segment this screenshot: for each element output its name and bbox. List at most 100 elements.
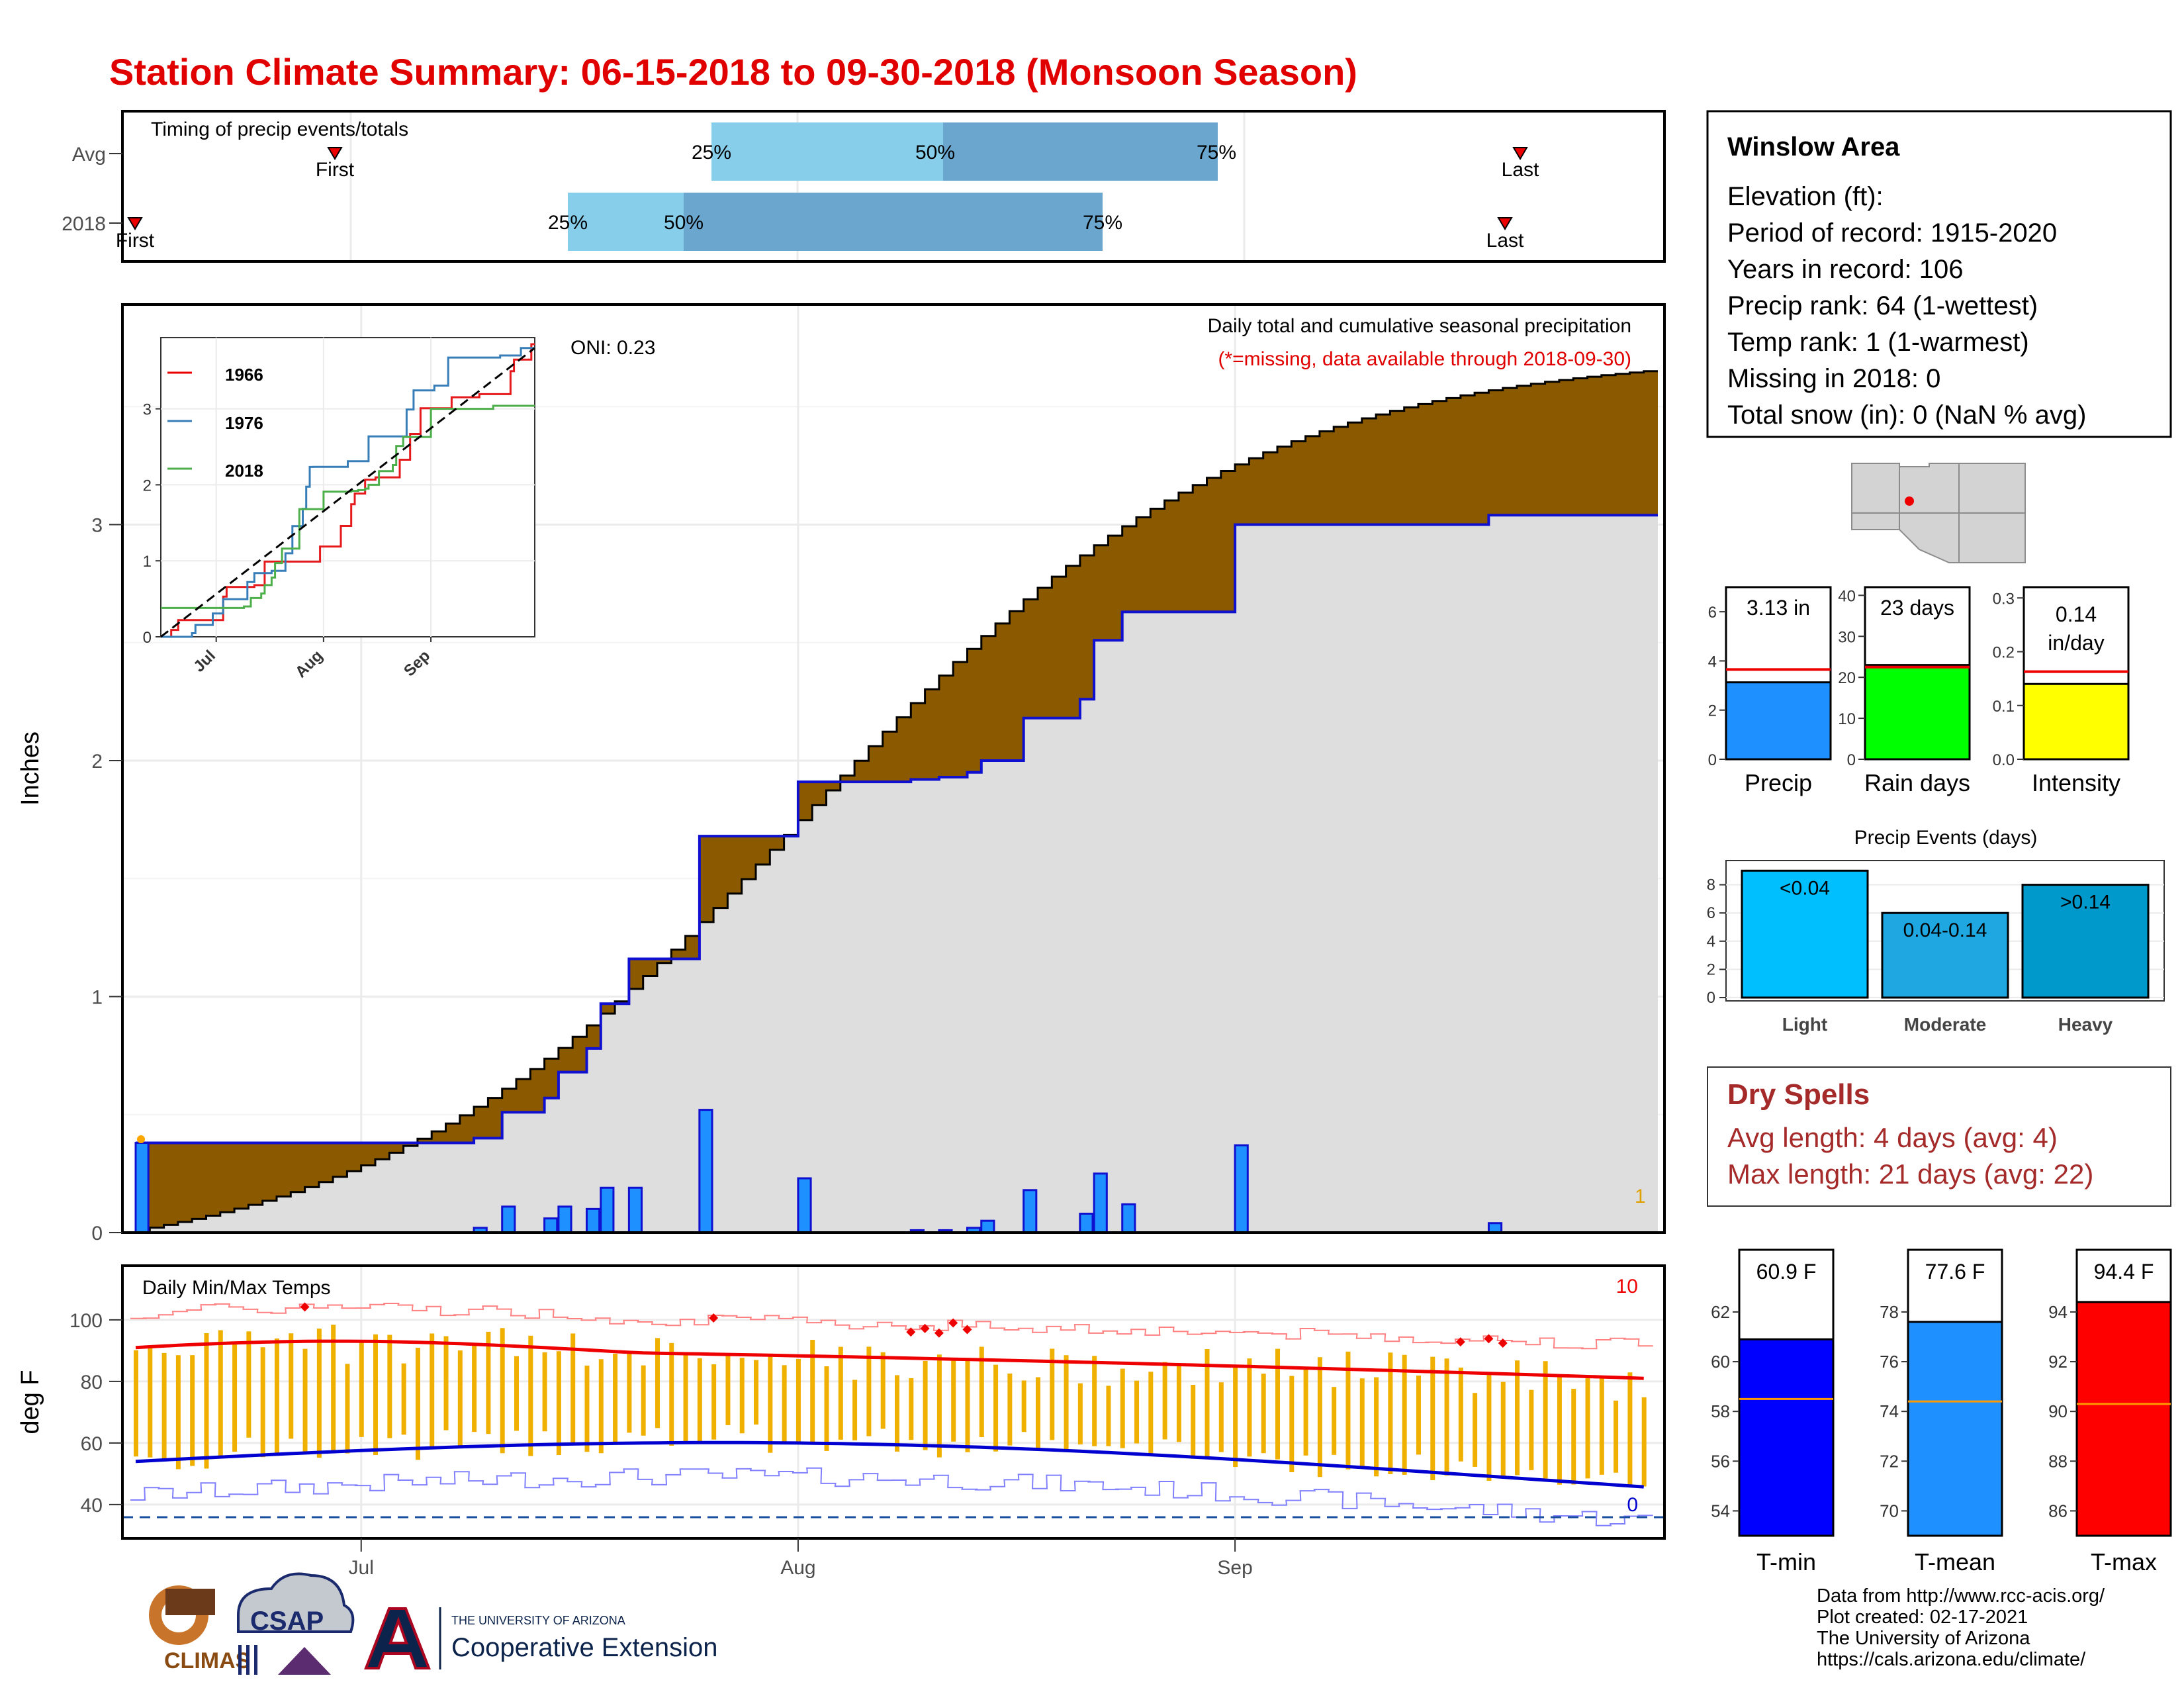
y2018-q1-bar — [568, 193, 684, 251]
daily-temp-bar — [1191, 1384, 1196, 1459]
daily-temp-bar — [936, 1354, 942, 1458]
avg-p25-label: 25% — [692, 142, 731, 164]
inset-ytick-label: 3 — [143, 401, 152, 419]
y2018-last-label: Last — [1486, 230, 1524, 252]
y2018-p75-label: 75% — [1083, 212, 1122, 234]
daily-precip-bar — [797, 1177, 812, 1234]
temp-bar-value: 60.9 F — [1756, 1260, 1817, 1284]
daily-temp-bar — [1416, 1376, 1421, 1455]
info-elevation: Elevation (ft): — [1727, 182, 1884, 211]
precip-panel: Daily total and cumulative seasonal prec… — [17, 303, 1666, 1244]
daily-temp-bar — [542, 1352, 547, 1432]
mini-bar-tick-label: 20 — [1838, 669, 1856, 687]
daily-temp-bar — [613, 1353, 618, 1443]
events-tick-label: 8 — [1707, 876, 1715, 894]
cumulative-2018-line — [136, 514, 1658, 1145]
temp-bar-tick-label: 60 — [1711, 1352, 1730, 1372]
temp-bar-fill — [1907, 1321, 2003, 1537]
daily-temp-bar — [1120, 1368, 1125, 1448]
daily-temp-bar — [302, 1348, 308, 1453]
daily-temp-bar — [1077, 1383, 1083, 1445]
daily-temp-bar — [965, 1358, 970, 1452]
mini-bar-value: 0.14 — [2056, 602, 2097, 626]
daily-temp-bar — [134, 1350, 138, 1457]
page-title: Station Climate Summary: 06-15-2018 to 0… — [109, 51, 1357, 93]
daily-temp-bar — [1134, 1380, 1140, 1444]
info-years: Years in record: 106 — [1727, 255, 1964, 284]
inset-1976-line — [161, 347, 535, 638]
temp-bar-tick-label: 94 — [2048, 1302, 2068, 1322]
events-bar-label: >0.14 — [2060, 892, 2111, 914]
inset-legend-1966: 1966 — [225, 365, 263, 385]
temp-bar-t-min: 60.9 F 54 56 58 60 62 T-min — [1711, 1248, 1835, 1575]
temp-bar-tick-label: 74 — [1880, 1401, 1899, 1421]
events-bar-heavy — [2021, 884, 2150, 999]
events-bar-moderate — [1881, 912, 2009, 999]
daily-temp-bar — [627, 1353, 632, 1433]
credit-university: The University of Arizona — [1817, 1628, 2030, 1649]
daily-temp-bar — [1473, 1393, 1478, 1467]
temp-bar-tick-label: 72 — [1880, 1451, 1899, 1471]
daily-precip-bar — [585, 1207, 601, 1234]
inset-xtick-label: Jul — [190, 647, 219, 676]
daily-temp-bar — [739, 1358, 745, 1434]
daily-precip-bar — [543, 1217, 559, 1234]
daily-precip-bar — [600, 1186, 615, 1234]
temp-xtick-label: Jul — [349, 1557, 374, 1579]
daily-temp-bar — [1176, 1365, 1181, 1442]
daily-temp-bar — [1035, 1377, 1040, 1449]
daily-temp-bar — [1388, 1352, 1393, 1474]
daily-temp-bar — [218, 1330, 223, 1456]
daily-temp-bar — [697, 1358, 702, 1442]
station-name: Winslow Area — [1727, 132, 1900, 162]
mini-bar-tick-label: 40 — [1838, 587, 1856, 605]
daily-temp-bar — [331, 1325, 336, 1452]
daily-temp-bar — [359, 1341, 364, 1437]
daily-temp-bar — [1557, 1374, 1562, 1485]
main-ytick-label: 3 — [91, 515, 103, 537]
daily-temp-bar — [895, 1375, 899, 1452]
temp-panel: Daily Min/Max Temps 10 0 deg F 40 60 80 100… — [17, 1264, 1666, 1579]
daily-precip-bar — [1487, 1222, 1503, 1234]
daily-temp-bar — [1148, 1372, 1154, 1456]
daily-temp-bar — [289, 1333, 294, 1439]
inset-chart: 0 1 2 3 Jul Aug Sep 1966 1976 2018 — [143, 337, 535, 681]
daily-temp-bar — [415, 1347, 420, 1460]
daily-temp-bar — [598, 1359, 604, 1454]
y2018-p50-label: 50% — [664, 212, 704, 234]
daily-temp-bar — [1021, 1380, 1026, 1432]
deficit-area — [136, 371, 1658, 1231]
daily-precip-bar — [1093, 1172, 1108, 1234]
info-snow: Total snow (in): 0 (NaN % avg) — [1727, 400, 2086, 430]
daily-temp-bar — [472, 1345, 477, 1432]
temp-bar-value: 94.4 F — [2094, 1260, 2154, 1284]
y2018-first-marker — [127, 217, 143, 230]
daily-precip-bar — [1234, 1144, 1249, 1234]
daily-precip-bar — [1121, 1203, 1136, 1234]
inset-1966-line — [161, 343, 535, 638]
mini-bar-tick-label: 0.1 — [1993, 698, 2015, 716]
daily-temp-bar — [1317, 1357, 1322, 1477]
temp-bar-fill — [2075, 1301, 2172, 1537]
daily-temp-bar — [1444, 1358, 1449, 1476]
mini-bar-label: Rain days — [1864, 769, 1970, 796]
mini-bar-tick-label: 0 — [1847, 751, 1856, 769]
record-high-marker — [948, 1318, 958, 1328]
temp-ytick-label: 100 — [69, 1310, 103, 1332]
daily-temp-bar — [1402, 1354, 1407, 1475]
events-bar-label: <0.04 — [1780, 877, 1830, 899]
y2018-p25-label: 25% — [548, 212, 588, 234]
temp-bar-tick-label: 90 — [2048, 1401, 2068, 1421]
daily-temp-bar — [584, 1365, 590, 1452]
climas-logo: CLIMAS — [149, 1585, 250, 1673]
mini-bar-intensity: 0.14 in/day 0.0 0.1 0.2 0.3 Intensity — [1993, 586, 2130, 796]
temp-ytick-label: 80 — [81, 1372, 103, 1393]
daily-temp-bar — [232, 1342, 238, 1452]
temp-bar-tick-label: 86 — [2048, 1501, 2068, 1521]
avg-first-marker — [327, 147, 343, 160]
daily-temp-bar — [148, 1347, 153, 1458]
main-ylabel: Inches — [17, 731, 44, 806]
avg-max-line — [135, 1339, 1644, 1380]
temp-bar-tick-label: 76 — [1880, 1352, 1899, 1372]
